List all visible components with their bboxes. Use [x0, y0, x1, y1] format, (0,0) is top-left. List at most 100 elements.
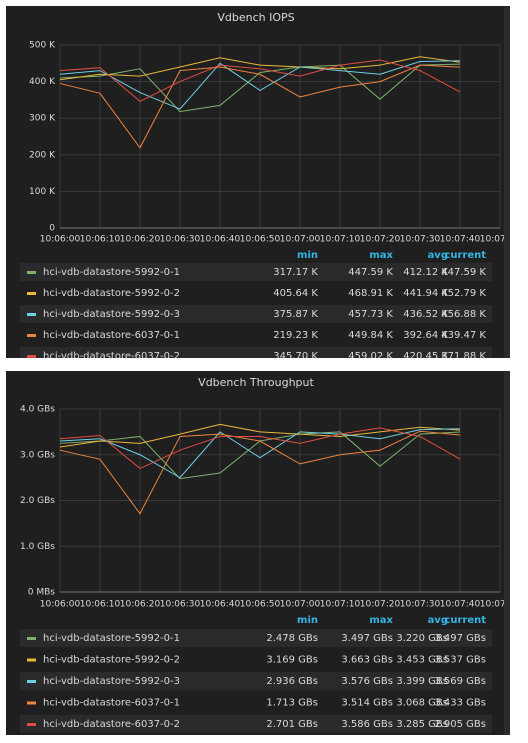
x-tick-label: 10:07:40 [440, 600, 481, 610]
legend-stat: 456.88 K [441, 309, 486, 320]
legend-name: hci-vdb-datastore-6037-0-1 [43, 698, 180, 709]
legend-stat: 3.514 GBs [341, 698, 393, 709]
legend-stat: 3.497 GBs [341, 633, 393, 644]
legend-stat: 439.47 K [441, 330, 486, 341]
legend-stat: 317.17 K [273, 267, 318, 278]
legend-stat: 459.02 K [348, 351, 393, 362]
legend-stat: 3.433 GBs [434, 698, 486, 709]
legend-stat: 2.701 GBs [266, 719, 318, 730]
legend-stat: 1.713 GBs [266, 698, 318, 709]
legend-swatch [27, 723, 36, 726]
legend-header: current [444, 615, 486, 626]
y-tick-label: 300 K [29, 114, 56, 124]
legend-stat: 3.399 GBs [396, 676, 448, 687]
legend-row-band [20, 263, 492, 281]
series-line [59, 59, 461, 102]
y-tick-label: 0 MBs [28, 588, 56, 598]
panel-title: Vdbench Throughput [198, 376, 314, 389]
legend-stat: 405.64 K [273, 288, 318, 299]
x-tick-label: 10:07:10 [320, 235, 361, 245]
x-tick-label: 10:07:00 [280, 235, 321, 245]
series-line [59, 430, 461, 515]
x-tick-label: 10:06:00 [40, 600, 81, 610]
legend-stat: 2.936 GBs [266, 676, 318, 687]
y-tick-label: 500 K [29, 41, 56, 51]
legend-name: hci-vdb-datastore-6037-0-1 [43, 330, 180, 341]
legend-header: max [369, 250, 393, 261]
legend-name: hci-vdb-datastore-5992-0-2 [43, 288, 180, 299]
legend-header: min [297, 615, 318, 626]
legend-swatch [27, 355, 36, 358]
legend-swatch [27, 292, 36, 295]
legend-name: hci-vdb-datastore-5992-0-3 [43, 676, 180, 687]
legend-row-band [20, 715, 492, 733]
series-line [59, 428, 461, 479]
legend-swatch [27, 271, 36, 274]
legend-row-band [20, 305, 492, 323]
y-tick-label: 1.0 GBs [20, 542, 55, 552]
y-tick-label: 400 K [29, 77, 56, 87]
legend-swatch [27, 658, 36, 662]
legend-stat: 412.12 K [403, 267, 448, 278]
x-tick-label: 10:06:50 [240, 235, 281, 245]
legend-stat: 371.88 K [441, 351, 486, 362]
x-tick-label: 10:06:50 [240, 600, 281, 610]
legend-stat: 449.84 K [348, 330, 393, 341]
legend-stat: 3.068 GBs [396, 698, 448, 709]
legend-swatch [27, 680, 36, 683]
legend-row-band [20, 629, 492, 647]
x-tick-label: 10:07:10 [320, 600, 361, 610]
legend-swatch [27, 637, 36, 640]
x-tick-label: 10:07:30 [400, 600, 441, 610]
legend-row-band [20, 347, 492, 358]
x-tick-label: 10:06:00 [40, 235, 81, 245]
x-tick-label: 10:07:50 [480, 235, 521, 245]
x-tick-label: 10:06:20 [120, 600, 161, 610]
y-tick-label: 200 K [29, 150, 56, 160]
legend-stat: 447.59 K [348, 267, 393, 278]
legend-name: hci-vdb-datastore-5992-0-1 [43, 633, 180, 644]
y-tick-label: 0 [49, 224, 55, 234]
legend-swatch [27, 313, 36, 316]
x-tick-label: 10:06:40 [200, 235, 241, 245]
x-tick-label: 10:07:00 [280, 600, 321, 610]
legend-header: current [444, 250, 486, 261]
y-tick-label: 2.0 GBs [20, 496, 55, 506]
y-tick-label: 4.0 GBs [20, 405, 55, 415]
x-tick-label: 10:06:30 [160, 600, 201, 610]
x-tick-label: 10:06:10 [80, 600, 121, 610]
series-line [59, 427, 461, 470]
legend-swatch [27, 334, 36, 337]
x-tick-label: 10:07:40 [440, 235, 481, 245]
series-line [59, 63, 461, 113]
legend-name: hci-vdb-datastore-5992-0-1 [43, 267, 180, 278]
legend-header: avg [428, 250, 448, 261]
x-tick-label: 10:07:50 [480, 600, 521, 610]
legend-header: min [297, 250, 318, 261]
legend-header: max [369, 615, 393, 626]
panel: Vdbench IOPS 0 100 K 200 K 300 K 400 K 500 K 10… [6, 6, 521, 362]
legend-stat: 3.663 GBs [341, 655, 393, 666]
x-tick-label: 10:06:20 [120, 235, 161, 245]
legend-stat: 219.23 K [273, 330, 318, 341]
panel-title: Vdbench IOPS [217, 11, 294, 24]
series-line [59, 56, 461, 81]
legend-stat: 3.285 GBs [396, 719, 448, 730]
legend-stat: 2.905 GBs [434, 719, 486, 730]
x-tick-label: 10:06:40 [200, 600, 241, 610]
legend-stat: 3.586 GBs [341, 719, 393, 730]
panel: Vdbench Throughput 0 MBs 1.0 GBs 2.0 GBs 3.0… [6, 371, 521, 735]
legend-header: avg [428, 615, 448, 626]
legend-stat: 457.73 K [348, 309, 393, 320]
series-line [59, 60, 461, 110]
legend-stat: 447.59 K [441, 267, 486, 278]
scrollbar[interactable] [504, 371, 510, 735]
x-tick-label: 10:06:10 [80, 235, 121, 245]
legend-stat: 3.537 GBs [434, 655, 486, 666]
scrollbar[interactable] [504, 6, 510, 358]
legend-name: hci-vdb-datastore-5992-0-3 [43, 309, 180, 320]
legend-name: hci-vdb-datastore-5992-0-2 [43, 655, 180, 666]
legend-stat: 345.70 K [273, 351, 318, 362]
x-tick-label: 10:07:30 [400, 235, 441, 245]
